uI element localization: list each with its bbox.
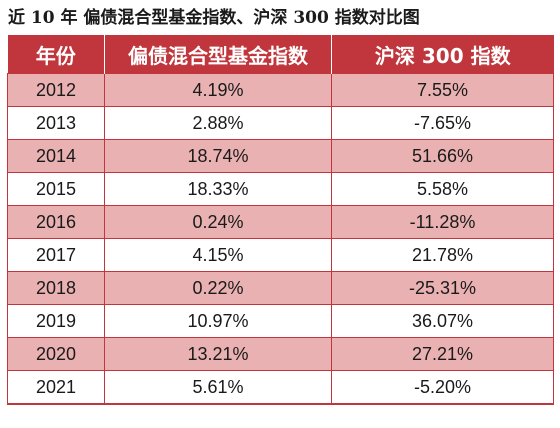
cell-year: 2014 xyxy=(7,139,105,173)
cell-bond-hybrid: 4.15% xyxy=(104,238,332,272)
cell-bond-hybrid: 10.97% xyxy=(104,304,332,338)
cell-year: 2020 xyxy=(7,337,105,371)
cell-bond-hybrid: 18.33% xyxy=(104,172,332,206)
cell-year: 2013 xyxy=(7,106,105,140)
cell-csi300: 51.66% xyxy=(331,139,554,173)
header-bond-hybrid-index: 偏债混合型基金指数 xyxy=(104,35,332,74)
cell-csi300: 27.21% xyxy=(331,337,554,371)
table-row: 2019 10.97% 36.07% xyxy=(7,304,554,338)
cell-year: 2019 xyxy=(7,304,105,338)
table-row: 2013 2.88% -7.65% xyxy=(7,106,554,140)
cell-csi300: 7.55% xyxy=(331,73,554,107)
header-csi300-index: 沪深 300 指数 xyxy=(331,35,554,74)
cell-bond-hybrid: 2.88% xyxy=(104,106,332,140)
table-row: 2014 18.74% 51.66% xyxy=(7,139,554,173)
cell-csi300: -25.31% xyxy=(331,271,554,305)
table-row: 2017 4.15% 21.78% xyxy=(7,238,554,272)
cell-bond-hybrid: 5.61% xyxy=(104,370,332,405)
cell-bond-hybrid: 18.74% xyxy=(104,139,332,173)
cell-year: 2012 xyxy=(7,73,105,107)
table-row: 2020 13.21% 27.21% xyxy=(7,337,554,371)
cell-bond-hybrid: 13.21% xyxy=(104,337,332,371)
cell-csi300: -7.65% xyxy=(331,106,554,140)
header-row: 年份 偏债混合型基金指数 沪深 300 指数 xyxy=(7,35,554,74)
cell-bond-hybrid: 0.22% xyxy=(104,271,332,305)
cell-csi300: -11.28% xyxy=(331,205,554,239)
table-row: 2012 4.19% 7.55% xyxy=(7,73,554,107)
cell-year: 2017 xyxy=(7,238,105,272)
table-row: 2016 0.24% -11.28% xyxy=(7,205,554,239)
cell-csi300: 5.58% xyxy=(331,172,554,206)
cell-year: 2018 xyxy=(7,271,105,305)
header-year: 年份 xyxy=(7,35,105,74)
table-row: 2021 5.61% -5.20% xyxy=(7,370,554,405)
cell-bond-hybrid: 0.24% xyxy=(104,205,332,239)
cell-bond-hybrid: 4.19% xyxy=(104,73,332,107)
cell-csi300: 36.07% xyxy=(331,304,554,338)
comparison-table: 年份 偏债混合型基金指数 沪深 300 指数 2012 4.19% 7.55% … xyxy=(7,35,554,405)
cell-year: 2021 xyxy=(7,370,105,405)
cell-year: 2016 xyxy=(7,205,105,239)
table-title: 近 10 年 偏债混合型基金指数、沪深 300 指数对比图 xyxy=(8,8,420,28)
cell-csi300: 21.78% xyxy=(331,238,554,272)
cell-csi300: -5.20% xyxy=(331,370,554,405)
table-row: 2015 18.33% 5.58% xyxy=(7,172,554,206)
table-row: 2018 0.22% -25.31% xyxy=(7,271,554,305)
cell-year: 2015 xyxy=(7,172,105,206)
